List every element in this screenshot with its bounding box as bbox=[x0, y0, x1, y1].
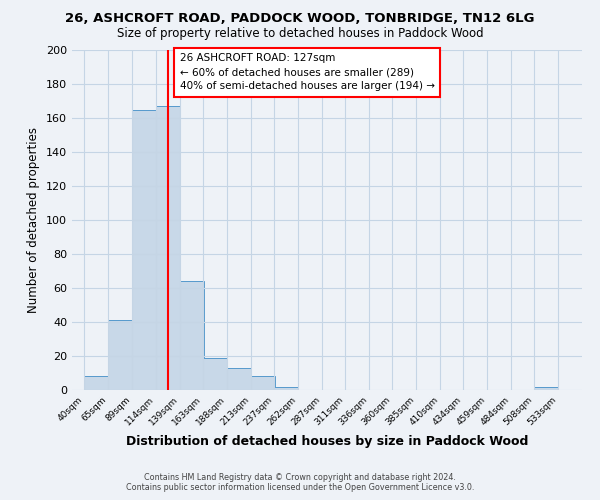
Y-axis label: Number of detached properties: Number of detached properties bbox=[28, 127, 40, 313]
Bar bbox=[227, 368, 251, 390]
Text: Size of property relative to detached houses in Paddock Wood: Size of property relative to detached ho… bbox=[116, 28, 484, 40]
Bar bbox=[203, 358, 227, 390]
X-axis label: Distribution of detached houses by size in Paddock Wood: Distribution of detached houses by size … bbox=[126, 436, 528, 448]
Bar bbox=[131, 110, 155, 390]
Bar bbox=[274, 386, 298, 390]
Bar bbox=[109, 320, 133, 390]
Text: 26 ASHCROFT ROAD: 127sqm
← 60% of detached houses are smaller (289)
40% of semi-: 26 ASHCROFT ROAD: 127sqm ← 60% of detach… bbox=[179, 54, 434, 92]
Text: Contains HM Land Registry data © Crown copyright and database right 2024.
Contai: Contains HM Land Registry data © Crown c… bbox=[126, 473, 474, 492]
Bar bbox=[534, 386, 558, 390]
Bar bbox=[251, 376, 275, 390]
Text: 26, ASHCROFT ROAD, PADDOCK WOOD, TONBRIDGE, TN12 6LG: 26, ASHCROFT ROAD, PADDOCK WOOD, TONBRID… bbox=[65, 12, 535, 26]
Bar bbox=[155, 106, 179, 390]
Bar bbox=[85, 376, 109, 390]
Bar bbox=[179, 281, 203, 390]
